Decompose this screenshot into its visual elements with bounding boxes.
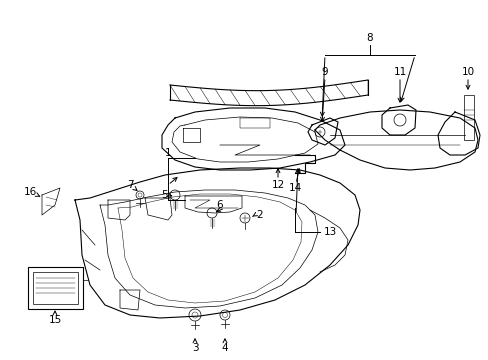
Text: 16: 16 [23,187,37,197]
Text: 15: 15 [48,315,61,325]
Bar [463,95,473,140]
Text: 3: 3 [191,343,198,353]
Text: 10: 10 [461,67,473,77]
Text: 4: 4 [221,343,228,353]
Text: 5: 5 [162,190,168,200]
Text: 2: 2 [256,210,263,220]
Text: 11: 11 [392,67,406,77]
Text: 9: 9 [321,67,327,77]
Text: 14: 14 [288,183,301,193]
Text: 6: 6 [216,200,223,210]
Text: 13: 13 [323,227,336,237]
Text: 7: 7 [126,180,133,190]
Bar [33,272,78,304]
Bar [28,267,83,309]
Text: 12: 12 [271,180,284,190]
Text: 1: 1 [164,148,171,158]
Text: 8: 8 [366,33,372,43]
